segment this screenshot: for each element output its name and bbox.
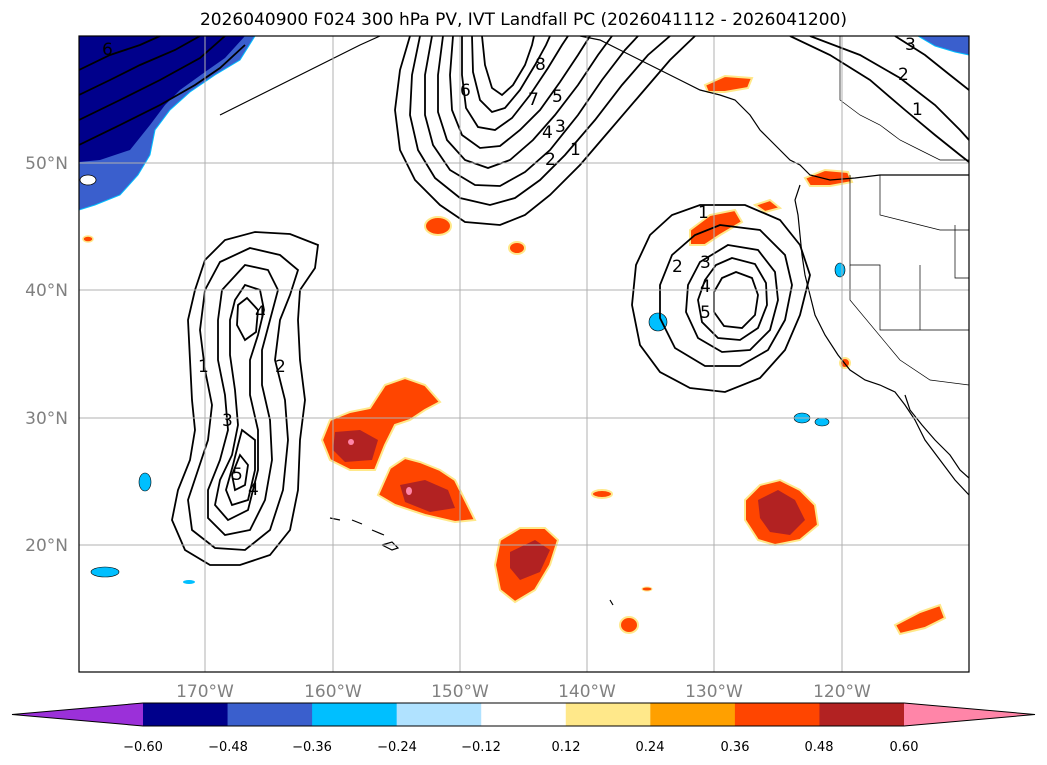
map-title: 2026040900 F024 300 hPa PV, IVT Landfall… <box>199 10 847 30</box>
negative-anomaly-patches <box>90 36 969 584</box>
map-panel: 1 2 3 4 5 4 1 2 3 4 5 6 7 8 1 2 3 4 5 1 … <box>25 35 970 700</box>
contour-label: 1 <box>698 203 709 223</box>
contour-label: 8 <box>535 55 546 75</box>
lon-label: 160°W <box>304 682 362 700</box>
colorbar-tick-label: −0.12 <box>461 740 501 755</box>
contour-label: 4 <box>542 123 553 143</box>
colorbar-tick-label: −0.36 <box>292 740 332 755</box>
contour-label: 2 <box>898 65 909 85</box>
lat-label: 50°N <box>25 154 68 174</box>
colorbar-bin <box>819 703 905 726</box>
contour-label: 2 <box>672 257 683 277</box>
colorbar-outline <box>11 702 1036 727</box>
gridlines <box>79 36 969 672</box>
colorbar-bin <box>481 703 567 726</box>
colorbar-tick-label: 0.36 <box>720 740 750 755</box>
colorbar-tick-label: 0.12 <box>551 740 581 755</box>
colorbar-bin <box>734 703 820 726</box>
colorbar-tick-label: −0.60 <box>123 740 163 755</box>
colorbar-bin <box>227 703 313 726</box>
contour-label: 4 <box>248 480 259 500</box>
contour-label: 1 <box>912 100 923 120</box>
colorbar-tick-label: 0.24 <box>635 740 665 755</box>
pv-contours <box>79 36 969 566</box>
contour-label: 3 <box>222 411 233 431</box>
colorbar-extension-low <box>12 703 143 726</box>
map-frame <box>78 35 970 673</box>
colorbar-extension-high <box>904 703 1035 726</box>
lon-label: 120°W <box>813 682 871 700</box>
lon-label: 130°W <box>685 682 743 700</box>
colorbar-tick-label: 0.60 <box>889 740 919 755</box>
colorbar-bin <box>143 703 229 726</box>
colorbar-bin <box>396 703 482 726</box>
contour-label: 5 <box>552 87 563 107</box>
colorbar-bin <box>565 703 651 726</box>
contour-label: 1 <box>570 140 581 160</box>
contour-label: 5 <box>232 465 243 485</box>
contour-label: 4 <box>700 277 711 297</box>
negative-anomaly-northwest <box>79 36 256 211</box>
lon-label: 140°W <box>558 682 616 700</box>
lat-label: 20°N <box>25 536 68 556</box>
contour-label: 2 <box>545 150 556 170</box>
contour-label: 5 <box>700 303 711 323</box>
coastlines <box>219 36 969 606</box>
colorbar-segments <box>11 702 1036 727</box>
contour-label: 1 <box>198 357 209 377</box>
colorbar-tick-label: −0.24 <box>377 740 417 755</box>
contour-label: 6 <box>460 81 471 101</box>
contour-label: 4 <box>255 303 266 323</box>
colorbar <box>11 702 1036 727</box>
colorbar-tick-label: 0.48 <box>804 740 834 755</box>
lat-label: 40°N <box>25 281 68 301</box>
contour-label: 7 <box>528 90 539 110</box>
positive-anomaly-patches <box>82 74 947 636</box>
political-borders <box>839 36 969 386</box>
colorbar-bin <box>312 703 398 726</box>
contour-label: 2 <box>275 357 286 377</box>
colorbar-tick-label: −0.48 <box>208 740 248 755</box>
colorbar-bin <box>650 703 736 726</box>
lon-label: 170°W <box>176 682 234 700</box>
contour-label: 3 <box>700 253 711 273</box>
map-area: 1 2 3 4 5 4 1 2 3 4 5 6 7 8 1 2 3 4 5 1 … <box>79 35 969 672</box>
contour-label: 3 <box>905 35 916 55</box>
contour-label: 6 <box>102 40 113 60</box>
lat-label: 30°N <box>25 409 68 429</box>
lon-label: 150°W <box>431 682 489 700</box>
contour-label: 3 <box>555 117 566 137</box>
